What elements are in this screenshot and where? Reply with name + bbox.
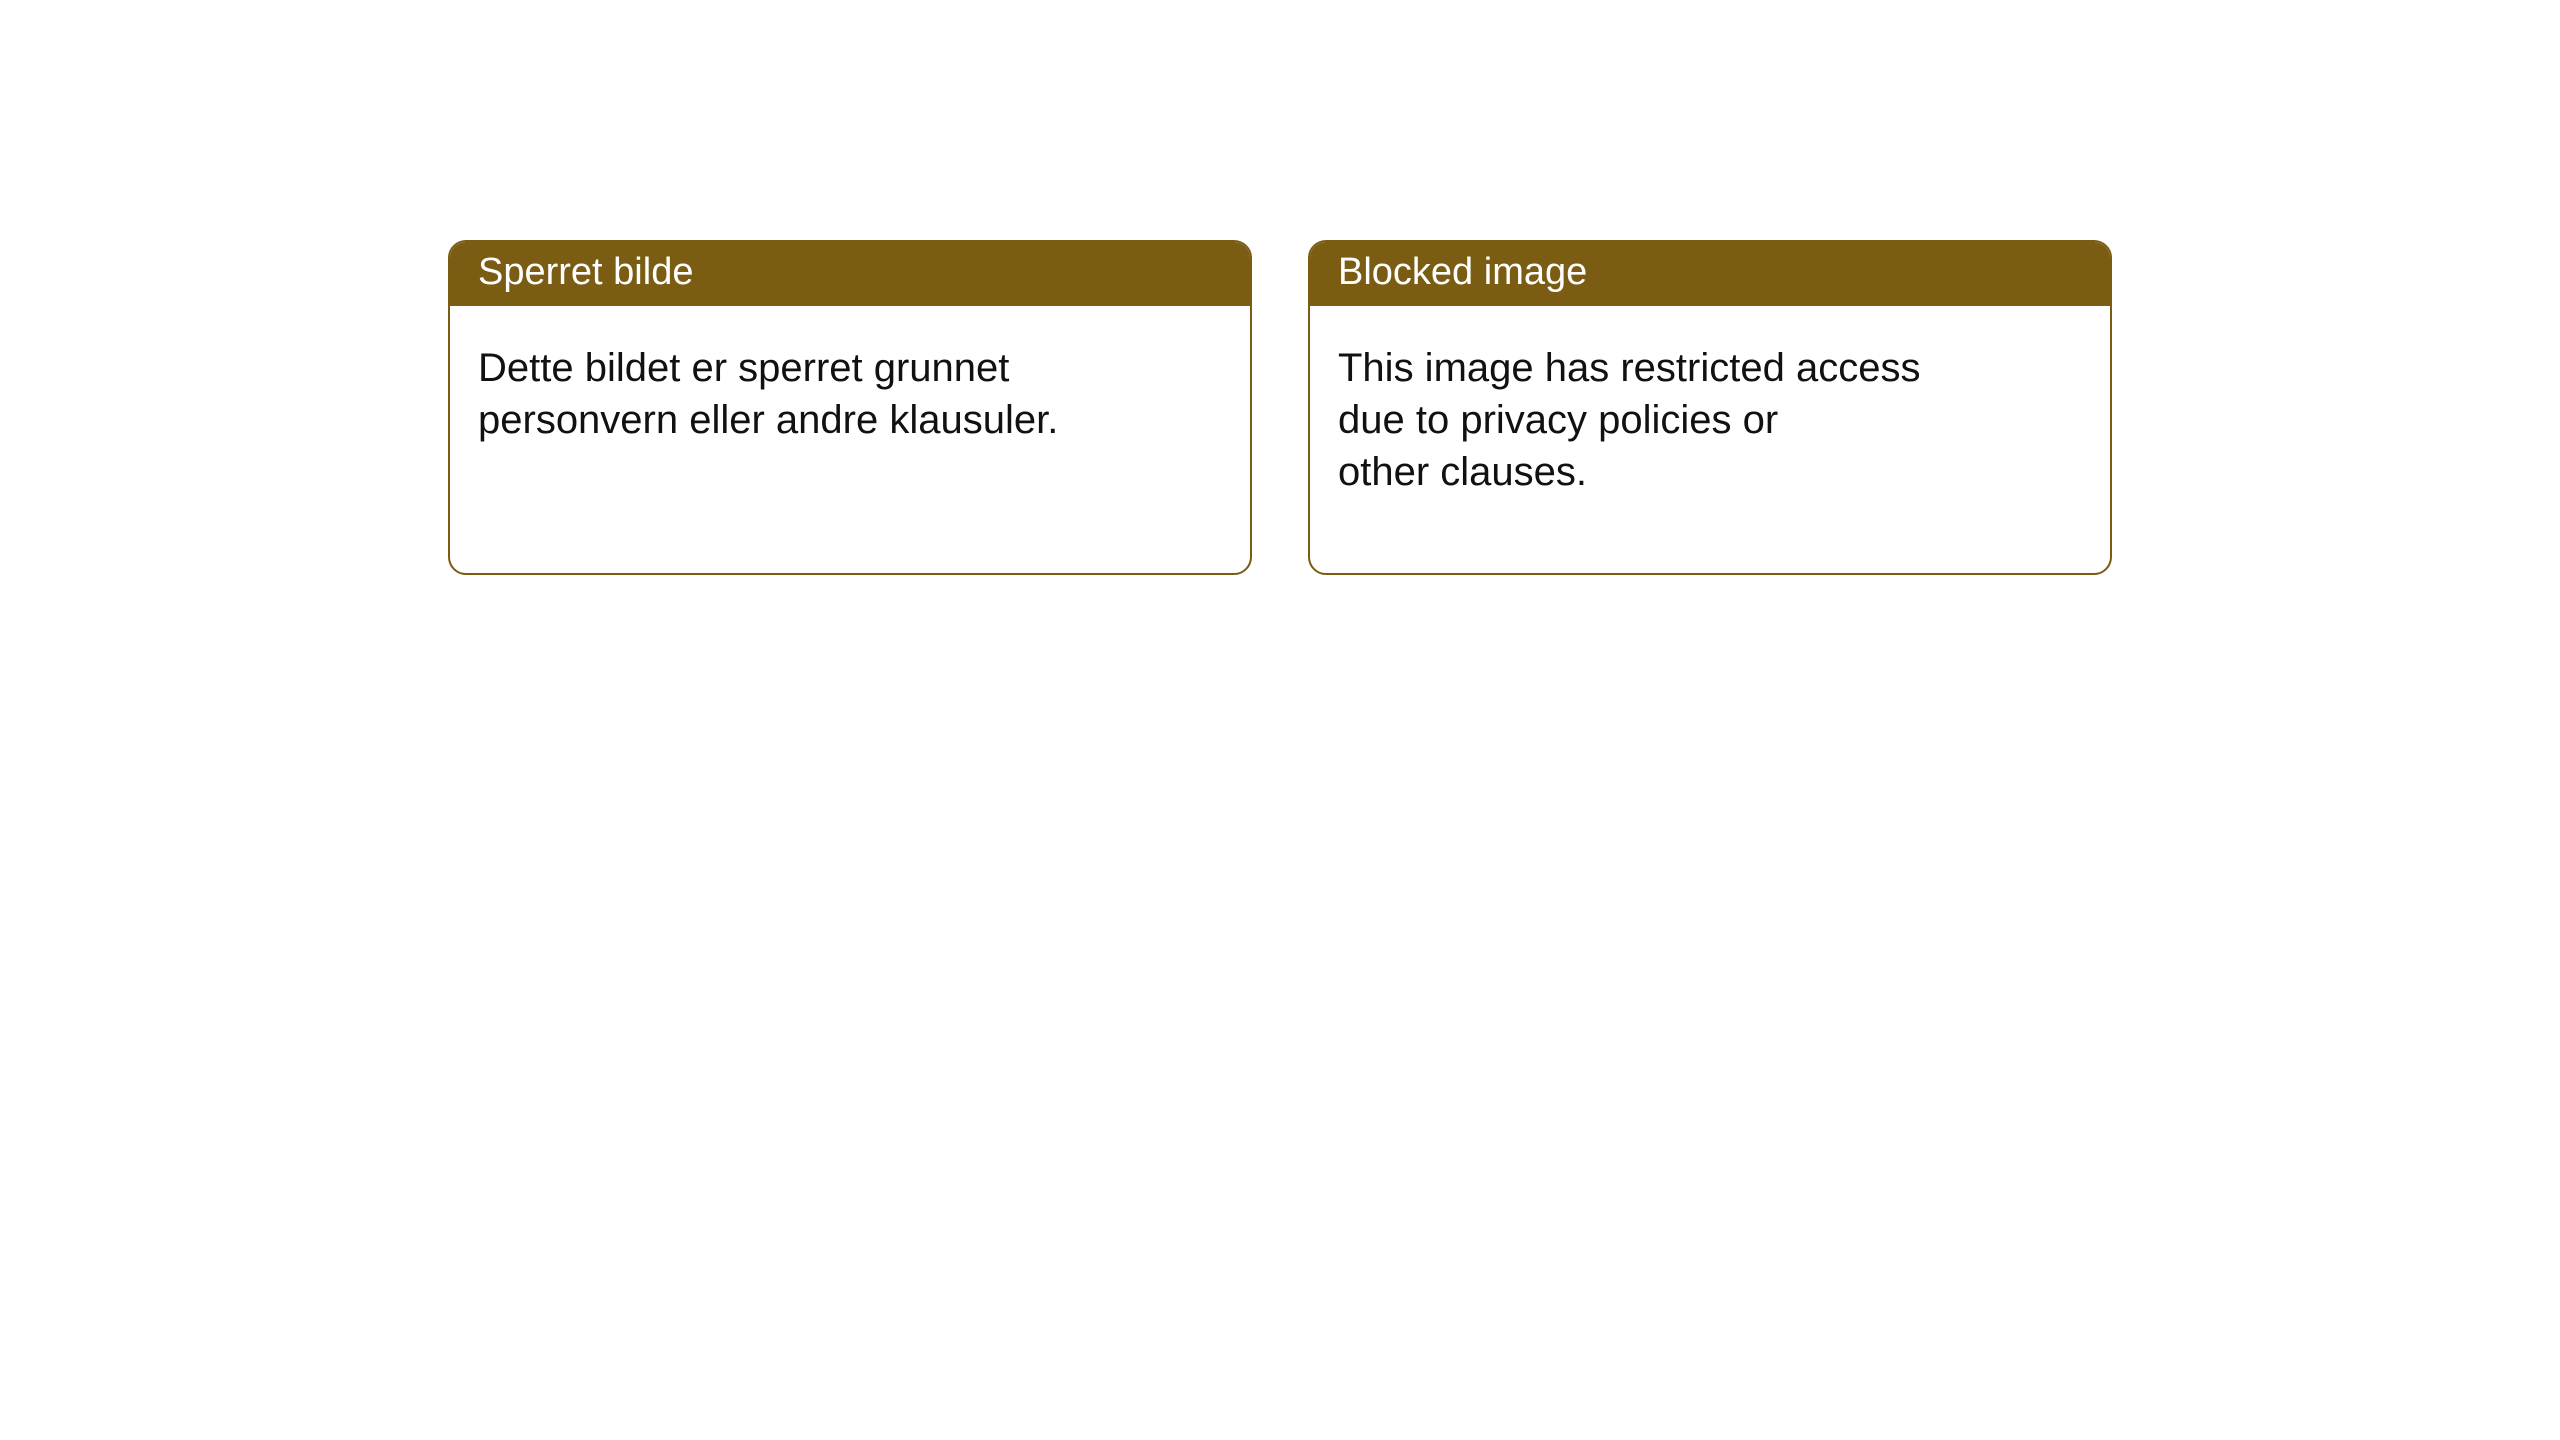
notice-body-line: This image has restricted access [1338,346,1920,390]
notice-container: Sperret bilde Dette bildet er sperret gr… [0,0,2560,575]
notice-card-english: Blocked image This image has restricted … [1308,240,2112,575]
notice-title-english: Blocked image [1310,242,2110,306]
notice-card-norwegian: Sperret bilde Dette bildet er sperret gr… [448,240,1252,575]
notice-body-line: personvern eller andre klausuler. [478,398,1058,442]
notice-body-english: This image has restricted access due to … [1310,306,2110,534]
notice-body-norwegian: Dette bildet er sperret grunnet personve… [450,306,1250,482]
notice-body-line: other clauses. [1338,450,1587,494]
notice-body-line: Dette bildet er sperret grunnet [478,346,1009,390]
notice-body-line: due to privacy policies or [1338,398,1778,442]
notice-title-norwegian: Sperret bilde [450,242,1250,306]
